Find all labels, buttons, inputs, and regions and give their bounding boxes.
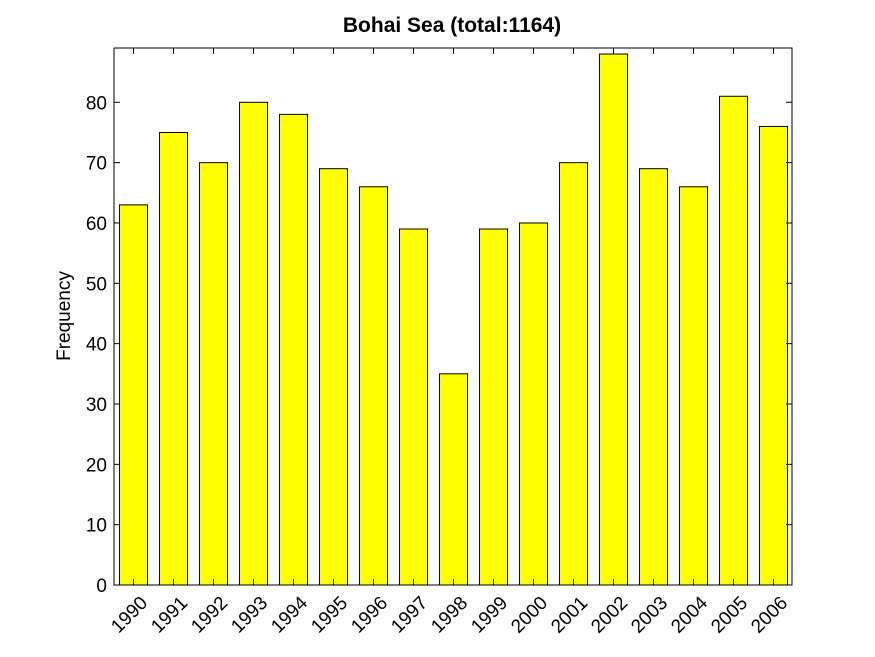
y-tick-label: 30 [86, 395, 107, 416]
bar-1999 [479, 228, 508, 586]
y-tick-label: 40 [86, 335, 107, 356]
bar-1995 [319, 168, 348, 586]
x-tick-label: 2004 [667, 592, 712, 637]
bar-1998 [439, 373, 468, 586]
bar-1997 [399, 228, 428, 586]
x-tick-label: 2002 [587, 593, 632, 638]
x-tick-label: 2006 [747, 593, 792, 638]
bar-2003 [639, 168, 668, 586]
x-tick-label: 2003 [627, 593, 672, 638]
y-tick-label: 10 [86, 516, 107, 537]
bars-group [119, 53, 788, 586]
x-tick-label: 2005 [707, 593, 752, 638]
x-tick-label: 1997 [387, 593, 432, 638]
y-tick-label: 0 [96, 576, 107, 597]
x-tick-label: 1993 [227, 593, 272, 638]
x-tick-label: 1996 [347, 593, 392, 638]
x-tick-label: 1992 [187, 593, 232, 638]
chart-title: Bohai Sea (total:1164) [343, 14, 561, 37]
x-tick-label: 1995 [307, 593, 352, 638]
bar-2001 [559, 162, 588, 586]
bar-2000 [519, 222, 548, 586]
x-tick-label: 1990 [107, 593, 152, 638]
y-axis-label: Frequency [54, 271, 75, 361]
x-tick-label: 1998 [427, 593, 472, 638]
bar-2002 [599, 53, 628, 586]
bar-1991 [159, 131, 188, 586]
bar-1994 [279, 113, 308, 586]
bar-1996 [359, 186, 388, 586]
x-tick-label: 1999 [467, 593, 512, 638]
bar-1993 [239, 101, 268, 586]
y-tick-label: 20 [86, 455, 107, 476]
y-tick-label: 60 [86, 214, 107, 235]
bar-1990 [119, 204, 148, 586]
x-tick-label: 1994 [267, 592, 312, 637]
y-ticks-group: 0 10 20 30 40 50 60 70 80 [86, 93, 792, 597]
y-tick-label: 50 [86, 274, 107, 295]
y-tick-label: 70 [86, 154, 107, 175]
bar-1992 [199, 162, 228, 586]
plot-area-frame [113, 47, 793, 586]
bar-2004 [679, 186, 708, 586]
y-tick-label: 80 [86, 93, 107, 114]
bar-2006 [759, 125, 788, 586]
x-tick-label: 2000 [507, 593, 552, 638]
bar-2005 [719, 95, 748, 586]
x-tick-label: 1991 [147, 593, 192, 638]
x-tick-label: 2001 [547, 593, 592, 638]
